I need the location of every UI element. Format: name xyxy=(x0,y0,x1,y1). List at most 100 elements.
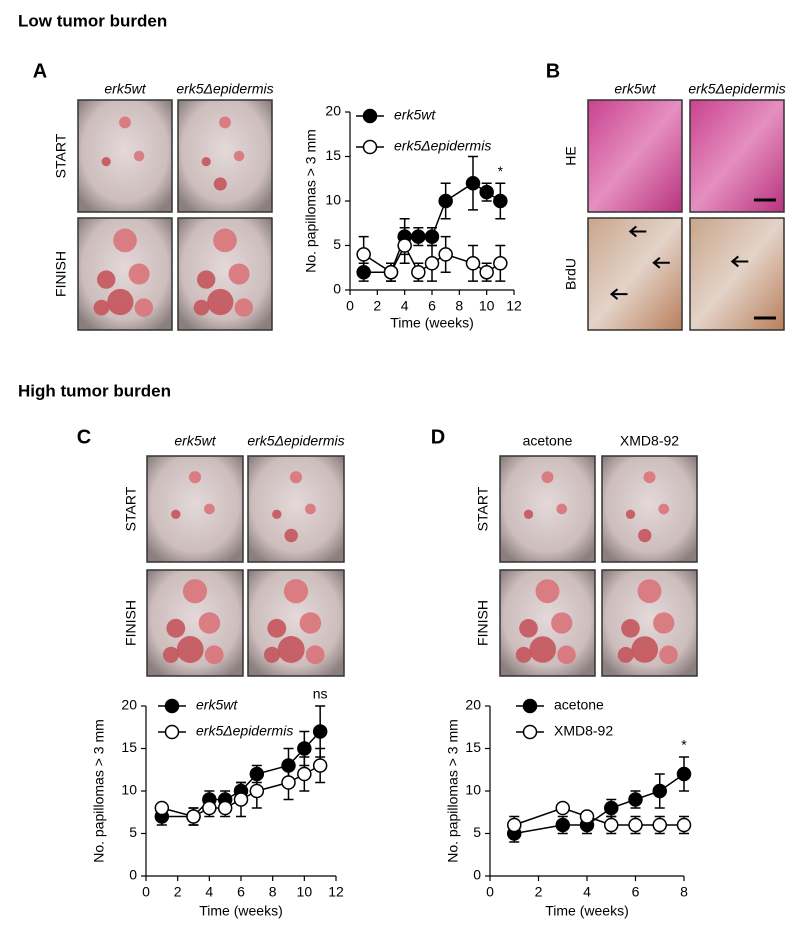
tumor xyxy=(535,579,560,604)
arrow xyxy=(652,257,670,269)
x-tick-label: 2 xyxy=(174,884,182,900)
column-label: erk5Δepidermis xyxy=(176,81,273,97)
tumor xyxy=(631,636,659,663)
marker xyxy=(186,809,201,824)
y-tick-label: 15 xyxy=(121,739,137,755)
tumor xyxy=(515,646,532,663)
y-tick-label: 0 xyxy=(129,867,137,883)
legend-label: acetone xyxy=(554,697,604,713)
arrow xyxy=(730,255,749,268)
tumor xyxy=(234,298,254,317)
panel-label: A xyxy=(33,60,47,82)
marker xyxy=(676,766,692,782)
photo-border xyxy=(247,569,345,677)
tumor xyxy=(134,298,154,317)
legend-label: XMD8-92 xyxy=(554,723,613,739)
tumor xyxy=(289,471,303,484)
y-tick-label: 0 xyxy=(473,867,481,883)
x-tick-label: 12 xyxy=(506,298,522,314)
tumor xyxy=(113,228,137,253)
tumor xyxy=(162,646,180,663)
photo xyxy=(247,569,345,677)
tumor xyxy=(213,228,237,253)
photo xyxy=(499,569,596,677)
x-tick-label: 4 xyxy=(205,884,213,900)
arrow xyxy=(628,225,647,238)
y-tick-label: 10 xyxy=(325,192,341,208)
tumor xyxy=(625,509,636,519)
photo xyxy=(247,455,345,563)
marker xyxy=(438,193,453,209)
y-tick-label: 5 xyxy=(333,236,341,252)
marker xyxy=(438,247,453,262)
y-tick-label: 20 xyxy=(325,103,341,119)
photo-border xyxy=(146,455,244,563)
tumor xyxy=(101,156,111,167)
y-tick-label: 20 xyxy=(465,697,481,713)
column-label: XMD8-92 xyxy=(620,433,679,449)
row-label: START xyxy=(475,486,491,531)
legend-label: erk5Δepidermis xyxy=(394,138,491,154)
marker xyxy=(249,783,265,799)
y-tick-label: 0 xyxy=(333,281,341,297)
y-tick-label: 15 xyxy=(465,739,481,755)
marker xyxy=(479,264,494,280)
tumor xyxy=(272,509,282,520)
marker xyxy=(217,800,233,816)
tumor xyxy=(283,579,309,604)
x-tick-label: 12 xyxy=(328,884,344,900)
marker xyxy=(424,256,440,271)
column-label: erk5wt xyxy=(614,81,656,97)
marker xyxy=(312,758,328,773)
x-tick-label: 6 xyxy=(632,884,640,900)
tumor xyxy=(277,636,305,663)
legend-marker xyxy=(362,139,378,155)
y-axis-label: No. papillomas > 3 mm xyxy=(91,719,107,863)
marker xyxy=(493,256,508,271)
marker xyxy=(297,766,312,782)
tumor xyxy=(176,636,204,663)
tumor xyxy=(653,612,675,634)
photo xyxy=(177,217,273,331)
marker xyxy=(579,809,595,824)
photo-border xyxy=(146,569,244,677)
tumor xyxy=(299,612,322,634)
x-tick-label: 4 xyxy=(401,298,409,314)
marker xyxy=(281,775,296,790)
photo xyxy=(146,569,244,677)
row-label: FINISH xyxy=(53,251,69,297)
photo xyxy=(499,455,596,563)
x-tick-label: 2 xyxy=(373,298,381,314)
legend-marker xyxy=(522,724,538,740)
photo-border xyxy=(177,99,273,213)
x-axis-label: Time (weeks) xyxy=(199,903,283,919)
tumor xyxy=(204,503,215,515)
tumor xyxy=(557,645,576,665)
tumor xyxy=(188,471,202,484)
photo-background xyxy=(588,100,682,212)
tumor xyxy=(529,636,557,663)
photo-border xyxy=(77,217,173,331)
x-tick-label: 10 xyxy=(297,884,313,900)
photo-border xyxy=(177,217,273,331)
photo xyxy=(689,217,785,331)
photo xyxy=(587,217,683,331)
photo-border xyxy=(77,99,173,213)
x-tick-label: 0 xyxy=(346,298,354,314)
photo-background xyxy=(588,218,682,330)
tumor xyxy=(133,150,145,162)
tumor xyxy=(556,503,568,515)
tumor xyxy=(119,116,131,129)
photo-border xyxy=(587,217,683,331)
tumor xyxy=(166,618,186,638)
photo-background xyxy=(690,218,784,330)
x-tick-label: 0 xyxy=(486,884,494,900)
marker xyxy=(411,229,426,244)
tumor xyxy=(551,612,573,634)
tumor xyxy=(523,509,534,519)
y-tick-label: 15 xyxy=(325,147,341,163)
photo xyxy=(77,99,173,213)
tumor xyxy=(201,156,211,167)
annotation: * xyxy=(681,737,687,753)
x-tick-label: 0 xyxy=(142,884,150,900)
